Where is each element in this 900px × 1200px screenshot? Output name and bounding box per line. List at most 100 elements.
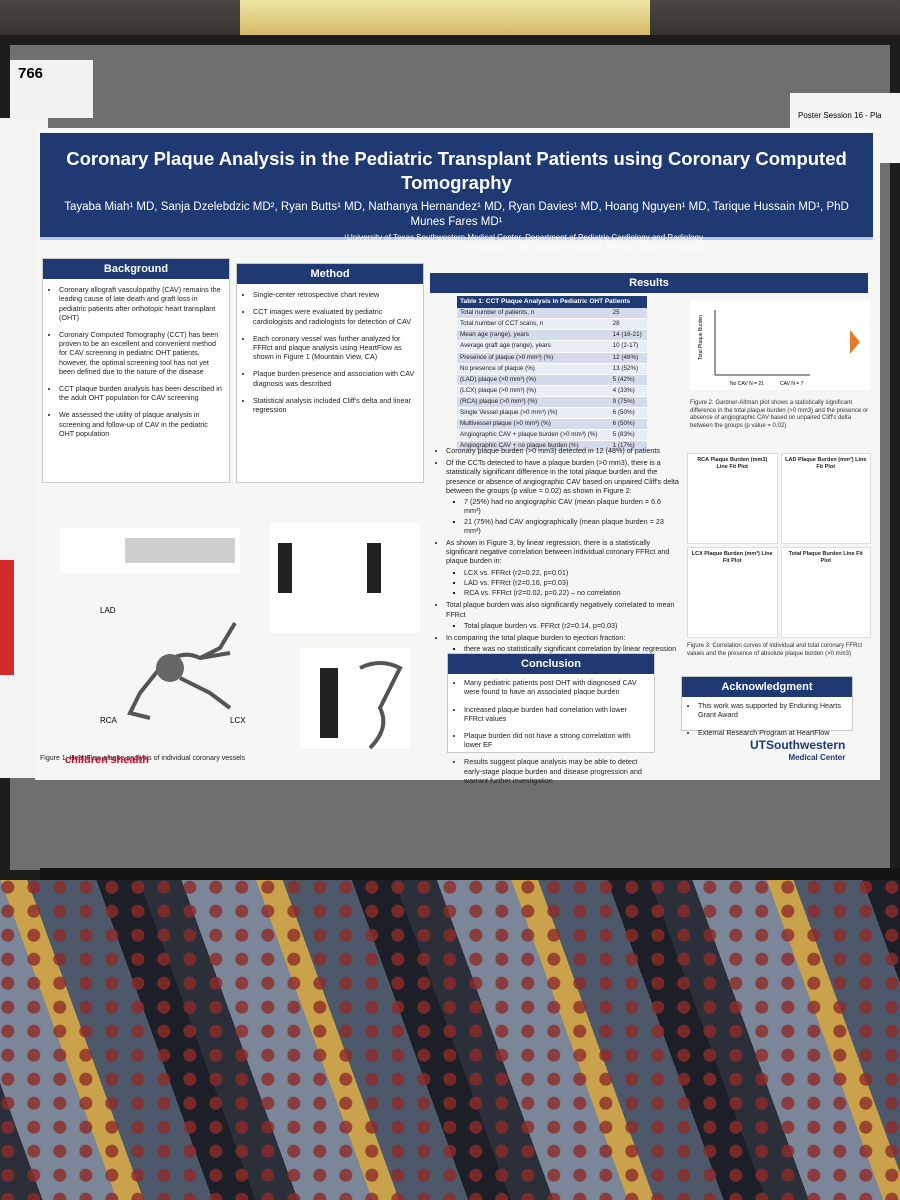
table-cell: No presence of plaque (%) (457, 363, 610, 375)
plot-title: RCA Plaque Burden (mm3) Line Fit Plot (687, 453, 778, 544)
table-cell: Angiographic CAV + plaque burden (>0 mm³… (457, 429, 610, 441)
aortic-root (156, 654, 184, 682)
table-row: Single Vessel plaque (>0 mm³) (%) 6 (50%) (457, 407, 647, 419)
logo-text: Medical Center (788, 753, 846, 763)
bullet: Total plaque burden was also significant… (446, 600, 679, 630)
bullet: As shown in Figure 3, by linear regressi… (446, 538, 679, 597)
table-cell: Total number of CCT scans, n (457, 318, 610, 331)
sub-bullet: RCA vs. FFRct (r2=0.02, p=0.22) – no cor… (464, 588, 679, 597)
table-cell: 6 (50%) (609, 407, 647, 419)
bullet-list: Coronary plaque burden (>0 mm3) detected… (430, 446, 679, 663)
vessel-label: RCA (100, 716, 118, 725)
table-row: (LAD) plaque (>0 mm³) (%) 5 (42%) (457, 374, 647, 386)
table-cell: 6 (50%) (609, 418, 647, 430)
bullet-text: In comparing the total plaque burden to … (446, 632, 626, 642)
plot-title: Total Plaque Burden Line Fit Plot (780, 547, 871, 638)
bullet-list: Coronary allograft vasculopathy (CAV) re… (43, 285, 223, 438)
table-cell: Presence of plaque (>0 mm³) (%) (457, 352, 610, 364)
figure-1-graphic: LAD RCA LCX (60, 523, 420, 750)
bullet: CCT plaque burden analysis has been desc… (59, 384, 223, 402)
acknowledgment-section: Acknowledgment This work was supported b… (681, 676, 853, 737)
table-cell: 5 (42%) (609, 374, 647, 386)
bullet: CCT images were evaluated by pediatric c… (253, 307, 417, 325)
table-cell: (LCX) plaque (>0 mm³) (%) (457, 385, 610, 397)
figure-caption: Figure 1: HeartFlow plaque analysis of i… (40, 755, 246, 763)
table-cell: 4 (33%) (609, 385, 647, 397)
results-text: Coronary plaque burden (>0 mm3) detected… (430, 446, 685, 666)
bullet: Many pediatric patients post OHT with di… (464, 678, 648, 696)
bullet-list: Single-center retrospective chart review… (237, 290, 417, 414)
table-cell: 9 (75%) (609, 396, 647, 408)
vessel-image (367, 543, 381, 593)
section-heading: Results (430, 273, 868, 294)
vessel-image (278, 543, 292, 593)
figure-2: Total Plaque Burden No CAV N = 21 CAV N … (690, 300, 870, 390)
background-section: Background Coronary allograft vasculopat… (42, 258, 230, 483)
table-cell: 1 (17%) (609, 440, 647, 452)
bullet-list: This work was supported by Enduring Hear… (682, 701, 846, 737)
booth-number: 766 (10, 60, 93, 118)
sub-bullet: 7 (25%) had no angiographic CAV (mean pl… (464, 497, 679, 515)
table-cell: 12 (48%) (609, 352, 647, 364)
table-cell: 5 (83%) (609, 429, 647, 441)
table-row: Multivessel plaque (>0 mm³) (%) 6 (50%) (457, 418, 647, 430)
method-section: Method Single-center retrospective chart… (236, 263, 424, 483)
plot-title: LCX Plaque Burden (mm³) Line Fit Plot (687, 547, 778, 638)
vessel-label: LAD (100, 606, 116, 615)
sub-bullet: Total plaque burden vs. FFRct (r2=0.14, … (464, 621, 679, 630)
table-cell: (RCA) plaque (>0 mm³) (%) (457, 396, 610, 408)
table-cell: Angiographic CAV + no plaque burden (%) (457, 440, 610, 452)
authors: Tayaba Miah¹ MD, Sanja Dzelebdzic MD², R… (64, 201, 849, 229)
figure-2-graphic: Total Plaque Burden No CAV N = 21 CAV N … (698, 310, 860, 387)
table-cells (125, 538, 235, 563)
vessel-image (320, 668, 338, 738)
poster-title: Coronary Plaque Analysis in the Pediatri… (66, 148, 847, 193)
coronary-tree (127, 621, 237, 720)
table-cell: (LAD) plaque (>0 mm³) (%) (457, 374, 610, 386)
section-heading: Acknowledgment (682, 677, 852, 698)
poster-header: Coronary Plaque Analysis in the Pediatri… (40, 133, 873, 252)
bullet: We assessed the utility of plaque analys… (59, 410, 223, 438)
bullet: Single-center retrospective chart review (253, 290, 417, 299)
bullet: Statistical analysis included Cliff's de… (253, 396, 417, 414)
bullet: Coronary Computed Tomography (CCT) has b… (59, 330, 223, 376)
table-cell: 13 (52%) (609, 363, 647, 375)
table-row: Angiographic CAV + no plaque burden (%) 1… (457, 440, 647, 452)
group-label: CAV N = 7 (780, 381, 804, 387)
logo: UTSouthwestern Medical Center (750, 738, 845, 764)
bullet-text: Total plaque burden was also significant… (446, 600, 675, 619)
table-row: Average graft age (range), years 10 (2-17… (457, 340, 647, 353)
sub-list: 7 (25%) had no angiographic CAV (mean pl… (446, 497, 679, 535)
table-cell: Multivessel plaque (>0 mm³) (%) (457, 418, 610, 430)
table-cell: Average graft age (range), years (457, 340, 610, 353)
vessel-label: LCX (230, 716, 246, 725)
bullet: Plaque burden presence and association w… (253, 369, 417, 387)
bullet: Coronary allograft vasculopathy (CAV) re… (59, 285, 223, 322)
affiliation: ¹University of Texas Southwestern Medica… (344, 232, 703, 242)
bullet: This work was supported by Enduring Hear… (698, 701, 846, 719)
table-row: No presence of plaque (%) 13 (52%) (457, 363, 647, 375)
bullet: Increased plaque burden had correlation … (464, 705, 648, 723)
sub-bullet: LCX vs. FFRct (r2=0.22, p=0.01) (464, 568, 679, 577)
bullet: Coronary plaque burden (>0 mm3) detected… (446, 446, 679, 455)
logo-text: UTSouthwestern (750, 738, 846, 752)
axis-label: Total Plaque Burden (698, 315, 704, 360)
poster: Coronary Plaque Analysis in the Pediatri… (35, 128, 880, 785)
table: Total number of patients, n 25 Total numbe… (457, 308, 647, 452)
table-row: Total number of patients, n 25 (457, 308, 647, 320)
adjacent-poster-graphic (0, 560, 14, 675)
figure-3: RCA Plaque Burden (mm3) Line Fit Plot LA… (687, 453, 871, 638)
carpet-pattern (0, 880, 900, 1200)
bullet: External Research Program at HeartFlow (698, 728, 846, 737)
effect-distribution (850, 330, 860, 354)
figure-caption: Figure 2: Gardner-Altman plot shows a st… (690, 400, 869, 430)
group-label: No CAV N = 21 (730, 381, 764, 387)
table-row: Angiographic CAV + plaque burden (>0 mm³… (457, 429, 647, 441)
affiliation: ² University of Utah School of Medicine,… (464, 243, 703, 253)
bullet-text: Coronary plaque burden (>0 mm3) detected… (446, 446, 660, 455)
bullet: Of the CCTs detected to have a plaque bu… (446, 458, 679, 535)
table-row: (LCX) plaque (>0 mm³) (%) 4 (33%) (457, 385, 647, 397)
bullet: Plaque burden did not have a strong corr… (464, 731, 648, 749)
table-row: Mean age (range), years 14 (16-21) (457, 329, 647, 342)
